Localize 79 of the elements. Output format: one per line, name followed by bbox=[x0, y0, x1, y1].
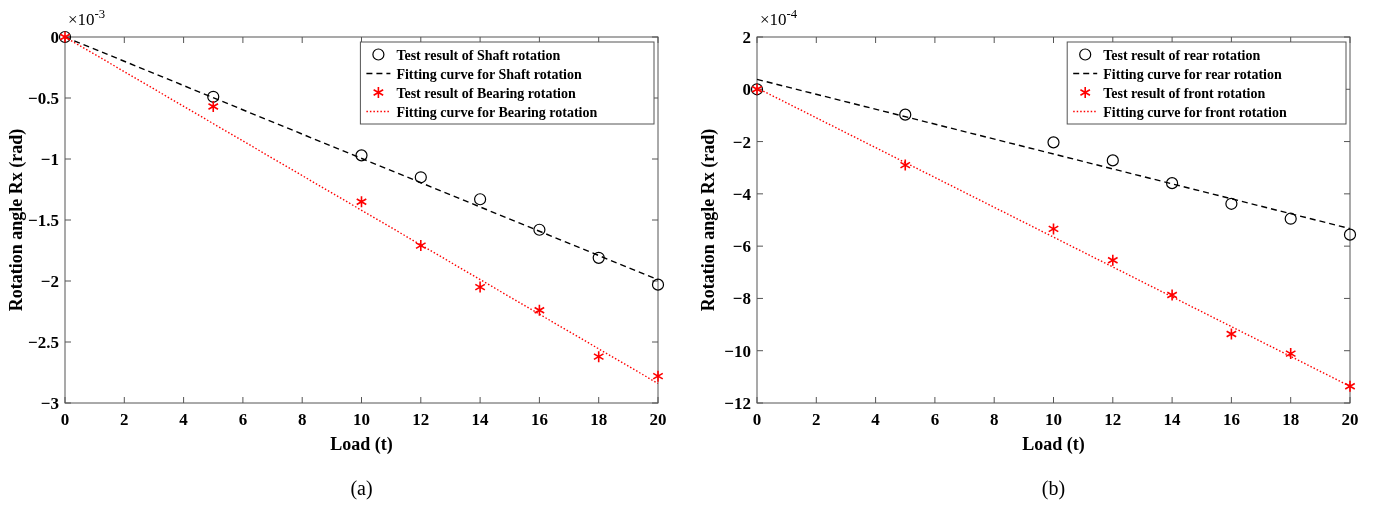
text: (a) bbox=[350, 477, 373, 500]
text: ×10$^{-4}$ bbox=[760, 7, 798, 29]
text: ×10$^{-3}$ bbox=[68, 7, 106, 29]
point bbox=[474, 280, 486, 294]
y-tick-label: 0 bbox=[50, 28, 59, 47]
point bbox=[1344, 379, 1356, 393]
x-axis-title: Load (t) bbox=[330, 434, 393, 455]
x-tick-label: 12 bbox=[1104, 410, 1122, 429]
point bbox=[1106, 154, 1119, 167]
point bbox=[474, 193, 487, 206]
x-tick-label: 20 bbox=[649, 410, 667, 429]
x-tick-label: 8 bbox=[297, 410, 307, 429]
point bbox=[533, 223, 546, 236]
point bbox=[899, 158, 911, 172]
point bbox=[1047, 136, 1060, 149]
legend-label: Fitting curve for front rotation bbox=[1103, 104, 1287, 120]
point bbox=[1284, 212, 1297, 225]
x-tick-label: 2 bbox=[120, 410, 129, 429]
point bbox=[593, 350, 605, 363]
x-tick-label: 10 bbox=[353, 410, 370, 429]
legend-label: Fitting curve for rear rotation bbox=[1103, 66, 1282, 82]
point bbox=[1285, 347, 1297, 360]
point bbox=[1225, 327, 1237, 341]
point bbox=[1166, 288, 1178, 302]
x-tick-label: 12 bbox=[412, 410, 430, 429]
x-tick-label: 18 bbox=[1282, 410, 1300, 429]
y-tick-label: −1.5 bbox=[28, 211, 59, 230]
point bbox=[1107, 253, 1119, 267]
y-tick-label: −1 bbox=[40, 150, 59, 169]
y-tick-label: −3 bbox=[40, 394, 59, 413]
point bbox=[651, 278, 665, 291]
text: (b) bbox=[1041, 477, 1066, 500]
legend-label: Fitting curve for Shaft rotation bbox=[396, 66, 582, 82]
y-tick-label: −2 bbox=[732, 132, 751, 152]
y-tick-label: 2 bbox=[742, 28, 751, 47]
legend-label: Test result of front rotation bbox=[1103, 85, 1266, 101]
x-tick-label: 10 bbox=[1045, 410, 1062, 429]
y-tick-label: −10 bbox=[724, 341, 751, 361]
point bbox=[1225, 197, 1238, 210]
legend-label: Test result of Bearing rotation bbox=[396, 85, 577, 101]
legend-label: Test result of rear rotation bbox=[1103, 47, 1261, 63]
y-tick-label: −6 bbox=[732, 237, 751, 257]
x-tick-label: 20 bbox=[1341, 410, 1359, 429]
point bbox=[415, 239, 427, 252]
point bbox=[652, 369, 664, 383]
legend-label: Fitting curve for Bearing rotation bbox=[396, 104, 598, 120]
x-tick-label: 16 bbox=[1222, 410, 1240, 429]
y-tick-label: −2.5 bbox=[28, 333, 59, 352]
x-tick-label: 4 bbox=[871, 410, 881, 429]
y-axis-title: Rotation angle Rx (rad) bbox=[698, 128, 719, 312]
y-tick-label: −0.5 bbox=[28, 89, 59, 108]
point bbox=[592, 251, 605, 264]
x-tick-label: 8 bbox=[989, 410, 999, 429]
point bbox=[1047, 222, 1060, 236]
y-axis-title: Rotation angle Rx (rad) bbox=[6, 128, 27, 312]
y-tick-label: −2 bbox=[40, 272, 59, 291]
point bbox=[899, 108, 912, 121]
point bbox=[414, 171, 427, 184]
x-tick-label: 2 bbox=[812, 410, 821, 429]
y-tick-label: −12 bbox=[724, 394, 751, 413]
point bbox=[207, 100, 219, 113]
point bbox=[1166, 177, 1179, 190]
x-tick-label: 6 bbox=[238, 410, 248, 429]
x-tick-label: 14 bbox=[471, 410, 490, 429]
x-axis-title: Load (t) bbox=[1022, 434, 1085, 455]
x-tick-label: 16 bbox=[530, 410, 548, 429]
y-tick-label: −8 bbox=[732, 289, 751, 309]
y-tick-label: −4 bbox=[732, 184, 752, 204]
x-tick-label: 6 bbox=[930, 410, 940, 429]
point bbox=[207, 90, 220, 103]
x-tick-label: 4 bbox=[179, 410, 189, 429]
x-tick-label: 18 bbox=[590, 410, 608, 429]
point bbox=[355, 195, 368, 208]
point bbox=[1343, 228, 1357, 241]
point bbox=[533, 303, 545, 317]
point bbox=[355, 149, 368, 162]
legend-label: Test result of Shaft rotation bbox=[396, 47, 561, 63]
x-tick-label: 14 bbox=[1163, 410, 1182, 429]
y-tick-label: 0 bbox=[742, 80, 751, 100]
